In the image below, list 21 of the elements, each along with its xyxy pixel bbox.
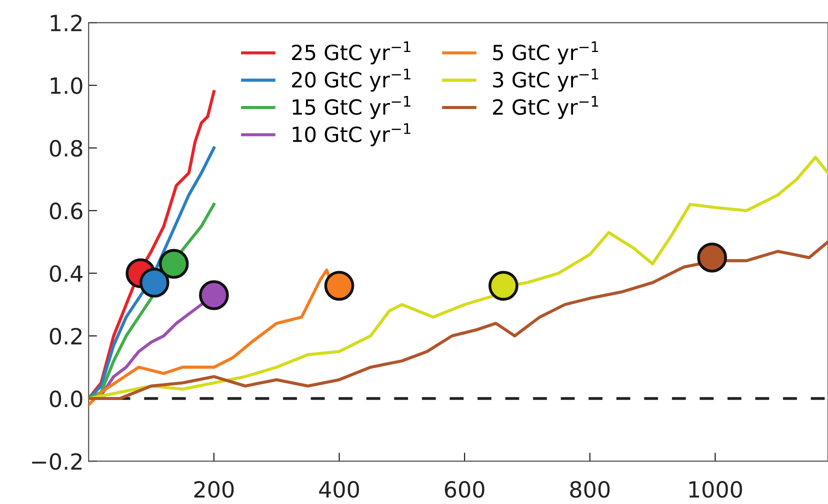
y-tick-label: 0.0 (50, 390, 82, 408)
x-tick-label: 200 (194, 480, 234, 498)
x-tick-label: 800 (570, 480, 610, 498)
legend-label: 5 GtC yr$^{−1}$ (493, 41, 598, 64)
y-tick-label: −0.2 (32, 453, 82, 470)
x-tick-label: 600 (444, 480, 484, 498)
line-series (88, 240, 828, 400)
y-tick-label: 0.8 (50, 140, 82, 157)
legend-label: 15 GtC yr$^{−1}$ (292, 96, 410, 119)
y-tick-label: 1.2 (50, 14, 82, 32)
y-tick-label: 0.4 (50, 265, 82, 282)
legend-label: 3 GtC yr$^{−1}$ (493, 68, 598, 92)
y-tick-label: 0.2 (50, 328, 82, 345)
legend-label: 10 GtC yr$^{−1}$ (292, 123, 410, 146)
legend-label: 2 GtC yr$^{−1}$ (493, 96, 598, 119)
x-tick-label: 400 (319, 480, 359, 498)
legend-label: 25 GtC yr$^{−1}$ (292, 41, 410, 64)
y-tick-label: 0.6 (50, 202, 82, 220)
x-tick-label: 1000 (689, 480, 742, 498)
legend-label: 20 GtC yr$^{−1}$ (292, 68, 410, 92)
y-tick-label: 1.0 (50, 77, 82, 94)
